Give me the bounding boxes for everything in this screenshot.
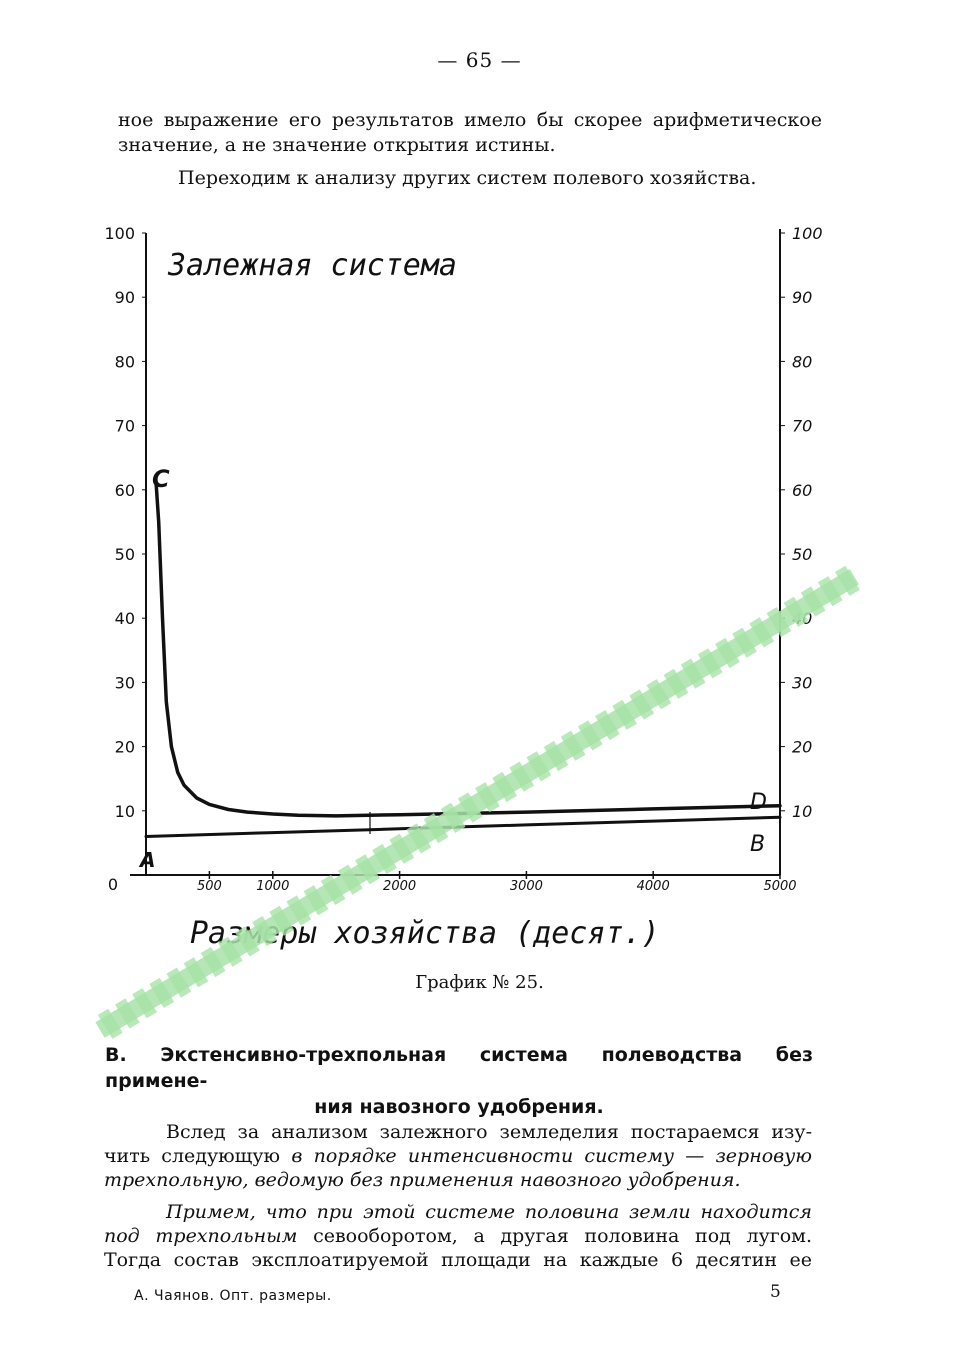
x-tick-label: 500	[197, 879, 222, 894]
x-tick-label: 3000	[510, 879, 543, 894]
intro-line-2: значение, а не значение открытия истины.	[118, 134, 556, 156]
x-tick-label: 5000	[763, 879, 796, 894]
section-heading: В. Экстенсивно-трехпольная система полев…	[105, 1042, 813, 1120]
x-tick-label: 4000	[637, 879, 670, 894]
intro-line-1: ное выражение его результатов имело бы с…	[118, 109, 822, 131]
y-ticks-left: 0 10 20 30 40 50 60 70 80 90 100	[104, 224, 146, 894]
chart-axes	[130, 229, 781, 876]
chart-title: Залежная система	[167, 248, 457, 283]
x-axis-label: Размеры хозяйства (десят.)	[190, 916, 660, 951]
y-tick-label-left: 0	[108, 875, 118, 894]
y-tick-label-right: 20	[792, 738, 812, 757]
section-heading-line-2: ния навозного удобрения.	[314, 1096, 604, 1118]
y-tick-label-left: 50	[115, 545, 135, 564]
y-tick-label-left: 60	[115, 481, 135, 500]
paragraph-1-line-1: Вслед за анализом залежного земледелия п…	[166, 1121, 812, 1143]
figure-caption: График № 25.	[415, 972, 544, 993]
y-tick-label-right: 80	[792, 352, 812, 371]
y-tick-label-right: 100	[792, 224, 823, 243]
chart: 500 1000 2000 3000 4000 5000 0 10 20 30 40 50 60 70 8…	[104, 224, 823, 951]
y-ticks-right: 10 20 30 40 50 60 70 80 90 100	[780, 224, 823, 821]
chart-series	[144, 481, 782, 838]
y-tick-label-right: 60	[792, 481, 812, 500]
y-tick-label-right: 70	[792, 417, 812, 436]
watermark-segment	[97, 1008, 123, 1039]
paragraph-1-line-3: трехпольную, ведомую без применения наво…	[104, 1169, 741, 1191]
watermark-segment	[115, 998, 140, 1029]
x-tick-label: 1000	[256, 879, 289, 894]
paragraph-2-line-1: Примем, что при этой системе половина зе…	[166, 1201, 812, 1223]
y-tick-label-left: 90	[115, 288, 135, 307]
footer-author: А. Чаянов. Опт. размеры.	[134, 1288, 332, 1304]
footer-signature-number: 5	[770, 1282, 781, 1302]
series-line-cd	[154, 481, 782, 818]
y-tick-label-left: 80	[115, 352, 135, 371]
paragraph-1: Вслед за анализом залежного земледелия п…	[104, 1120, 812, 1192]
paragraph-2-line-2-a: под трехпольным	[104, 1225, 298, 1247]
point-label-c: C	[152, 465, 170, 493]
y-tick-label-right: 90	[792, 288, 812, 307]
watermark-segment	[835, 565, 860, 596]
point-label-d: D	[750, 790, 767, 815]
y-tick-label-right: 50	[792, 545, 812, 564]
y-tick-label-right: 30	[792, 673, 812, 692]
y-tick-label-left: 30	[115, 673, 135, 692]
intro-transition: Переходим к анализу других систем полево…	[178, 167, 757, 189]
section-heading-line-1: В. Экстенсивно-трехпольная система полев…	[105, 1044, 813, 1092]
x-tick-label: 2000	[383, 879, 416, 894]
y-tick-label-left: 100	[104, 224, 135, 243]
y-tick-label-left: 10	[115, 802, 135, 821]
paragraph-1-line-2: чить следующую в порядке интенсивности с…	[104, 1144, 812, 1168]
y-tick-label-right: 40	[792, 609, 812, 628]
point-label-b: B	[750, 832, 765, 857]
point-label-a: A	[138, 848, 155, 872]
intro-paragraph: ное выражение его результатов имело бы с…	[118, 108, 822, 158]
series-line-ab	[144, 815, 782, 838]
paragraph-2-line-3: Тогда состав эксплоатируемой площади на …	[104, 1249, 812, 1271]
page-number: — 65 —	[437, 48, 522, 72]
paragraph-2-line-2: под трехпольным севооборотом, а другая п…	[104, 1224, 812, 1248]
y-tick-label-left: 40	[115, 609, 135, 628]
y-tick-label-right: 10	[792, 802, 812, 821]
y-tick-label-left: 70	[115, 417, 135, 436]
paragraph-2-line-2-b: севооборотом, а другая половина под луго…	[313, 1225, 812, 1247]
paragraph-1-line-2-a: чить следующую	[104, 1145, 281, 1167]
paragraph-1-line-2-b: в порядке интенсивности систему — зернов…	[291, 1145, 812, 1167]
y-tick-label-left: 20	[115, 738, 135, 757]
paragraph-2: Примем, что при этой системе половина зе…	[104, 1200, 812, 1272]
